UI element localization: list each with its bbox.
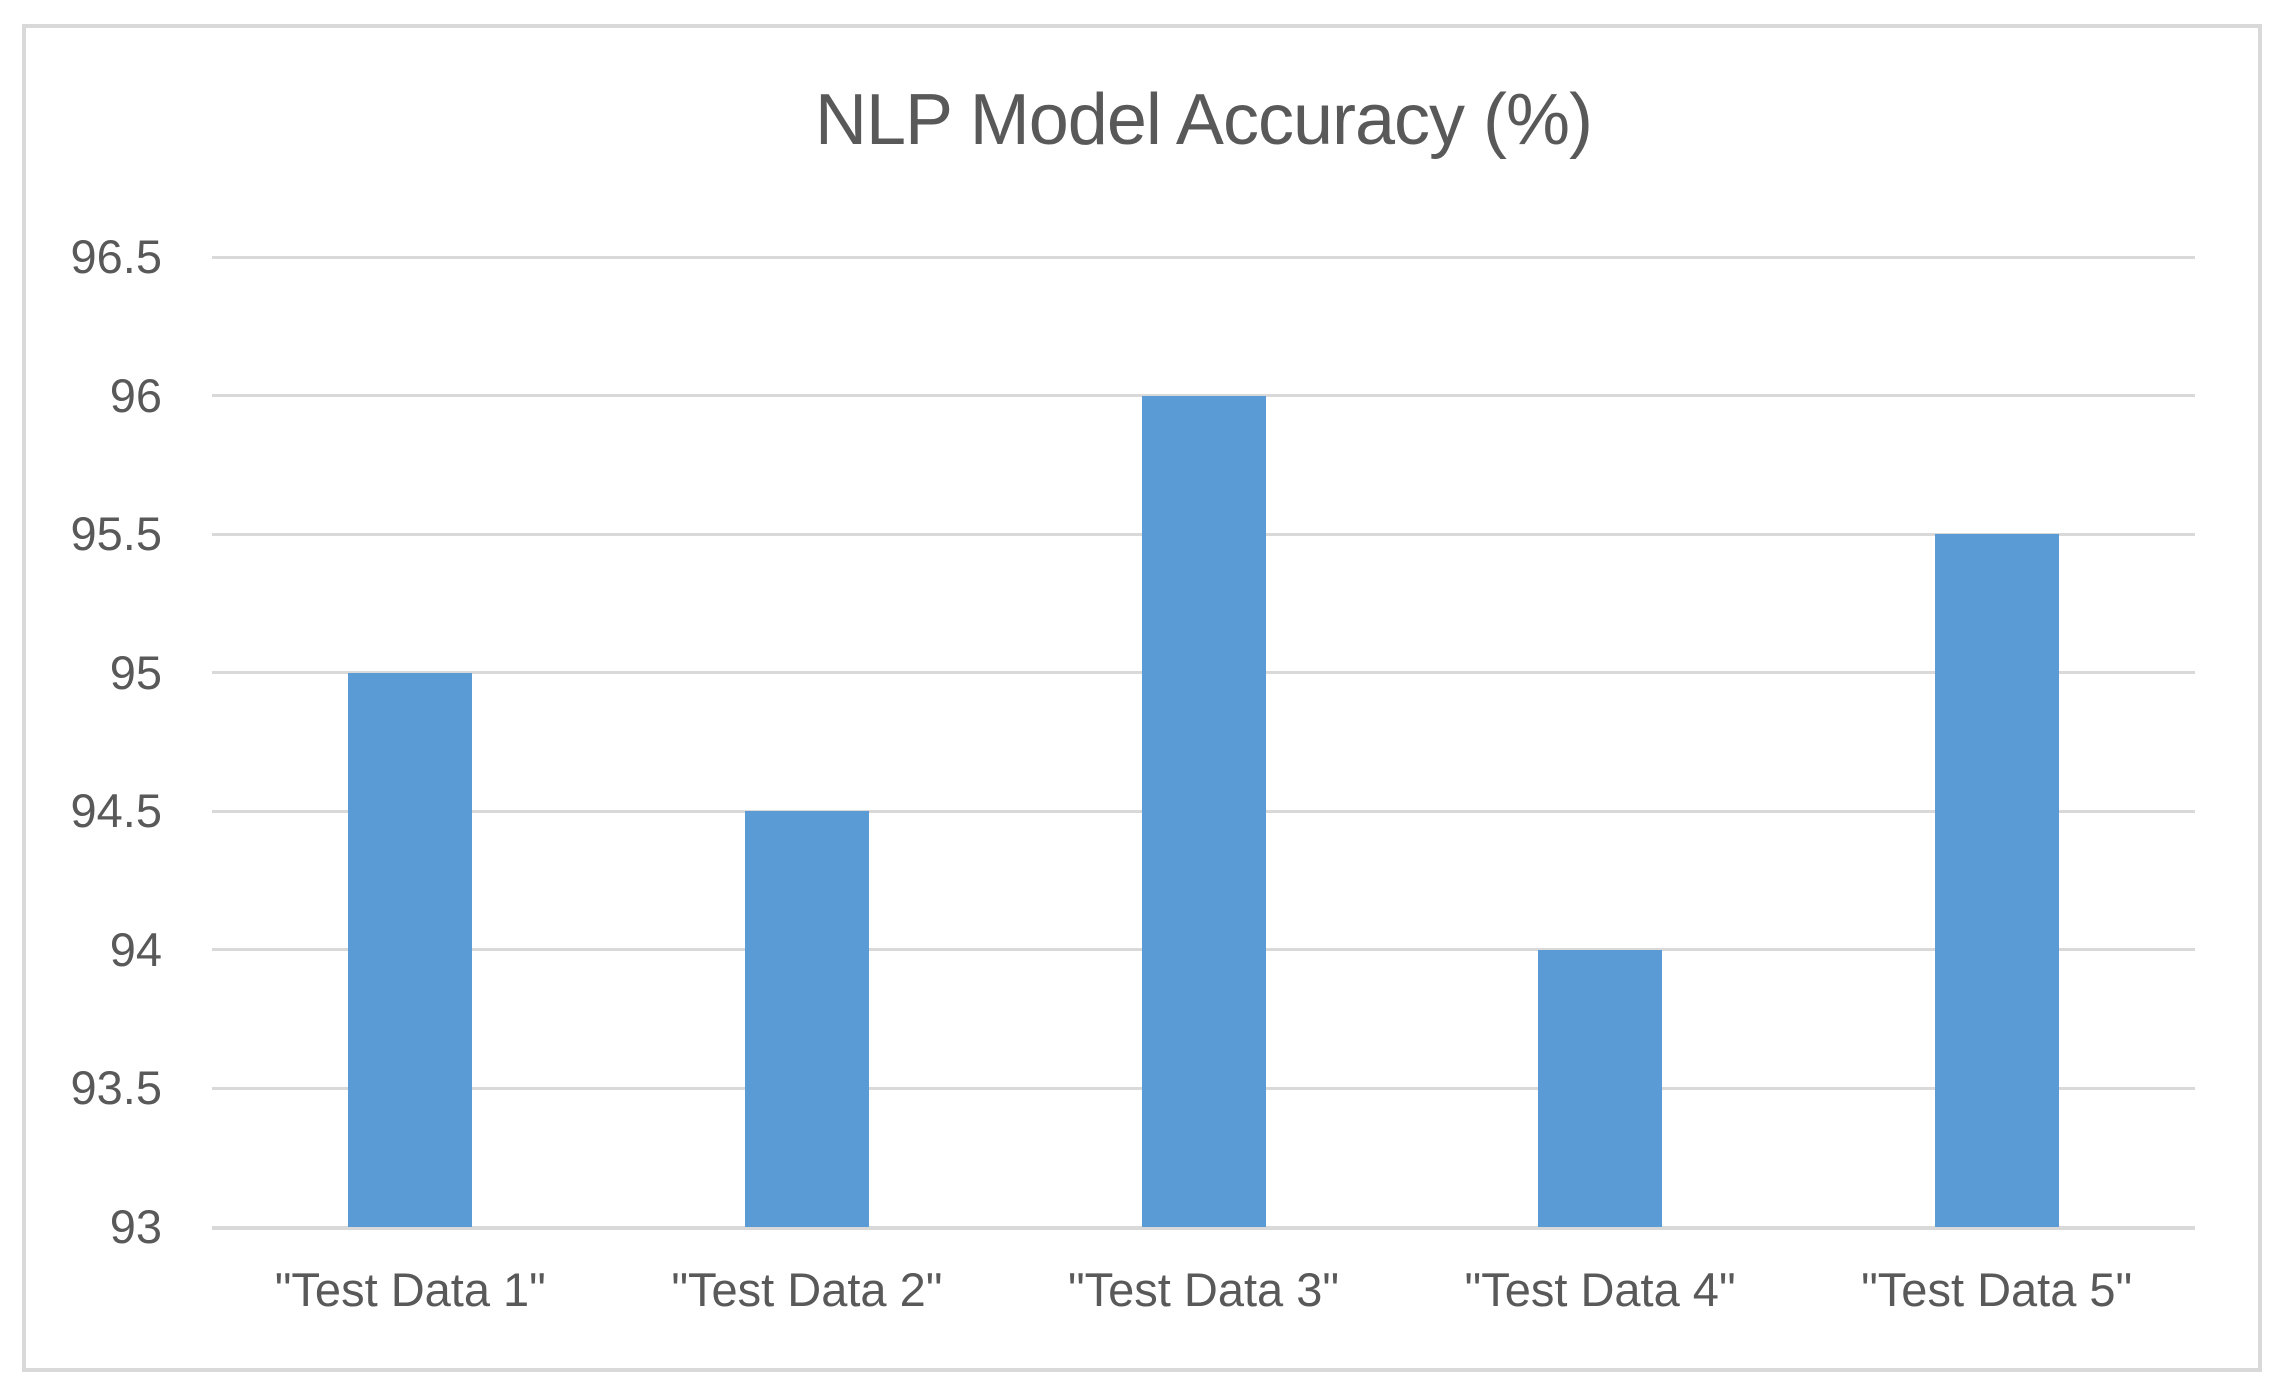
plot-area: 96.5 96 95.5 95 94.5 94 93.5 93 "Test Data 1" "Te… xyxy=(71,230,2195,1316)
x-axis-category-label: "Test Data 2" xyxy=(671,1263,943,1316)
x-axis-category-label: "Test Data 1" xyxy=(274,1263,546,1316)
bar xyxy=(744,811,869,1227)
y-axis-tick-label: 93 xyxy=(109,1200,162,1253)
bar xyxy=(1141,395,1266,1227)
gridline xyxy=(212,255,2195,259)
x-axis-category-label: "Test Data 5" xyxy=(1861,1263,2133,1316)
chart-frame: NLP Model Accuracy (%) 96.5 96 95.5 95 94.5 9… xyxy=(22,24,2262,1372)
y-axis-tick-label: 96 xyxy=(109,368,162,422)
y-axis-tick-label: 95.5 xyxy=(70,507,162,561)
y-axis-tick-label: 96.5 xyxy=(70,230,162,283)
y-axis-tick-label: 94 xyxy=(109,922,162,976)
y-axis-tick-label: 94.5 xyxy=(70,784,162,838)
bar xyxy=(1934,534,2059,1227)
chart-title: NLP Model Accuracy (%) xyxy=(815,80,1593,160)
y-axis-tick-label: 95 xyxy=(109,645,162,699)
x-axis-category-label: "Test Data 4" xyxy=(1464,1263,1736,1316)
x-axis-line xyxy=(212,1225,2195,1230)
bar xyxy=(348,672,473,1227)
x-axis-category-label: "Test Data 3" xyxy=(1067,1263,1340,1316)
y-axis-tick-label: 93.5 xyxy=(70,1061,162,1115)
bar xyxy=(1538,949,1663,1227)
